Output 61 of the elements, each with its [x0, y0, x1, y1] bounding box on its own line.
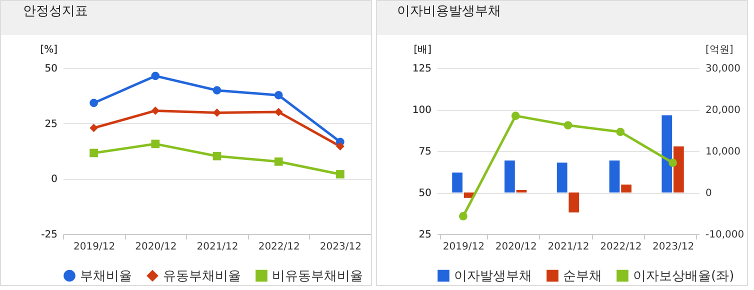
- point: [668, 158, 677, 167]
- point: [90, 98, 98, 108]
- point: [212, 108, 222, 117]
- x-tick-label: 2021/12: [196, 242, 238, 252]
- chart-title: 이자비용발생부채: [397, 4, 501, 19]
- x-tick-label: 2023/12: [320, 242, 362, 252]
- legend-label: 순부채: [563, 268, 602, 284]
- point: [212, 152, 222, 160]
- y2-tick-label: 30,000: [706, 64, 740, 74]
- y-tick-label: -25: [41, 230, 58, 240]
- y-tick-label: 50: [418, 188, 432, 199]
- legend-label: 이자발생부채: [454, 268, 532, 284]
- legend-label: 이자보상배율(좌): [633, 268, 734, 284]
- y-tick-label: 0: [51, 174, 58, 186]
- point: [511, 112, 520, 120]
- chart-title: 안정성지표: [23, 4, 88, 19]
- bar: [621, 184, 632, 192]
- bar: [568, 192, 580, 212]
- y-tick-label: 125: [412, 64, 432, 74]
- x-tick-label: 2019/12: [74, 242, 116, 252]
- bar: [662, 115, 672, 192]
- point: [274, 91, 283, 100]
- bar: [452, 172, 462, 192]
- bar: [609, 160, 620, 192]
- point: [90, 124, 98, 132]
- point: [151, 140, 160, 148]
- y2-axis-title: [억원]: [706, 44, 734, 56]
- point: [459, 212, 468, 220]
- x-tick-label: 2020/12: [495, 242, 537, 252]
- y2-tick-label: -10,000: [706, 230, 744, 240]
- legend-label: 유동부채비율: [163, 268, 241, 284]
- y-tick-label: 25: [418, 230, 432, 240]
- y-axis-title: [%]: [40, 44, 58, 56]
- x-tick-label: 2021/12: [548, 242, 590, 252]
- y2-tick-label: 20,000: [706, 105, 740, 116]
- legend-label: 비유동부채비율: [272, 268, 363, 284]
- x-tick-label: 2020/12: [135, 242, 177, 252]
- point: [336, 142, 344, 151]
- y-tick-label: 75: [418, 146, 432, 158]
- point: [151, 106, 160, 115]
- legend-label: 부채비율: [80, 268, 132, 284]
- y-axis-title: [배]: [414, 44, 432, 56]
- point: [616, 128, 625, 136]
- point: [212, 86, 222, 95]
- bar: [504, 160, 515, 192]
- point: [564, 121, 572, 130]
- point: [336, 170, 344, 178]
- y-tick-label: 50: [44, 64, 58, 74]
- x-tick-label: 2023/12: [652, 242, 694, 252]
- y-tick-label: 100: [412, 105, 432, 116]
- y-tick-label: 25: [44, 118, 58, 130]
- x-tick-label: 2019/12: [442, 242, 484, 252]
- point: [90, 148, 98, 158]
- y2-tick-label: 0: [706, 188, 712, 199]
- point: [274, 157, 283, 166]
- point: [151, 72, 160, 80]
- y2-tick-label: 10,000: [706, 146, 740, 158]
- x-tick-label: 2022/12: [600, 242, 642, 252]
- bar: [556, 162, 568, 192]
- bar: [674, 146, 684, 192]
- x-tick-label: 2022/12: [258, 242, 300, 252]
